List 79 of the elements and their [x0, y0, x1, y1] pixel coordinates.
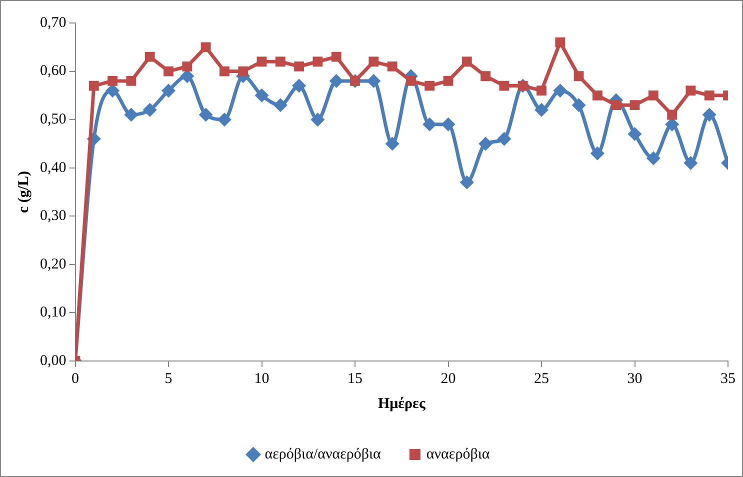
- point: [611, 100, 622, 110]
- point: [702, 108, 716, 122]
- y-tick-label: 0,30: [40, 208, 66, 224]
- point: [443, 76, 454, 86]
- point: [441, 117, 456, 132]
- point: [254, 88, 269, 102]
- point: [164, 66, 174, 76]
- point: [182, 62, 192, 72]
- point: [329, 74, 344, 88]
- point: [256, 56, 267, 67]
- point: [275, 56, 286, 67]
- point: [368, 56, 379, 67]
- point: [385, 136, 400, 151]
- point: [686, 86, 696, 96]
- legend-label: αναερόβια: [426, 446, 490, 462]
- point: [406, 76, 416, 86]
- point: [480, 71, 490, 82]
- y-tick-label: 0,60: [40, 63, 66, 80]
- x-tick-label: 5: [164, 370, 172, 387]
- point: [497, 132, 512, 146]
- point: [220, 66, 230, 76]
- point: [126, 76, 136, 86]
- point: [536, 86, 546, 96]
- point: [574, 71, 584, 82]
- point: [387, 62, 398, 72]
- point: [124, 108, 138, 122]
- point: [553, 84, 568, 98]
- x-tick-label: 0: [72, 370, 79, 387]
- point: [424, 80, 435, 91]
- point: [460, 175, 474, 190]
- point: [462, 56, 472, 67]
- x-tick-label: 25: [534, 370, 549, 387]
- point: [310, 112, 325, 127]
- legend-label: αερόβια/αναερόβια: [264, 446, 382, 462]
- point: [646, 151, 660, 166]
- x-tick-label: 30: [627, 370, 642, 387]
- point: [648, 90, 658, 100]
- y-tick-label: 0,10: [40, 304, 66, 321]
- y-tick-label: 0,50: [40, 112, 66, 128]
- point: [217, 112, 232, 127]
- y-tick-label: 0,70: [40, 14, 66, 31]
- point: [366, 74, 381, 88]
- point: [200, 42, 211, 52]
- point: [162, 84, 176, 98]
- point: [292, 78, 306, 93]
- point: [88, 80, 99, 91]
- y-tick-label: 0,00: [40, 352, 66, 369]
- point: [106, 84, 120, 98]
- point: [478, 136, 493, 151]
- x-axis-title: Ημέρες: [378, 396, 426, 412]
- point: [628, 127, 642, 142]
- y-axis-title: c (g/L): [16, 170, 32, 214]
- point: [590, 146, 604, 160]
- y-tick-label: 0,40: [40, 160, 66, 176]
- point: [294, 62, 304, 72]
- x-tick-label: 15: [348, 370, 362, 387]
- point: [499, 80, 510, 91]
- point: [273, 98, 288, 112]
- point: [630, 100, 640, 110]
- point: [331, 52, 342, 62]
- point: [667, 110, 677, 120]
- point: [198, 108, 213, 122]
- point: [534, 102, 548, 117]
- point: [555, 37, 566, 48]
- y-tick-label: 0,20: [40, 256, 66, 272]
- point: [142, 102, 157, 117]
- point: [312, 56, 323, 67]
- x-tick-label: 20: [440, 370, 456, 387]
- point: [572, 98, 586, 112]
- point: [704, 90, 714, 100]
- point: [108, 76, 118, 86]
- point: [238, 66, 248, 76]
- point: [422, 117, 437, 132]
- point: [144, 52, 155, 62]
- x-tick-label: 35: [720, 370, 736, 387]
- point: [592, 90, 602, 100]
- point: [684, 156, 698, 170]
- point: [180, 69, 194, 84]
- x-tick-label: 10: [254, 370, 270, 387]
